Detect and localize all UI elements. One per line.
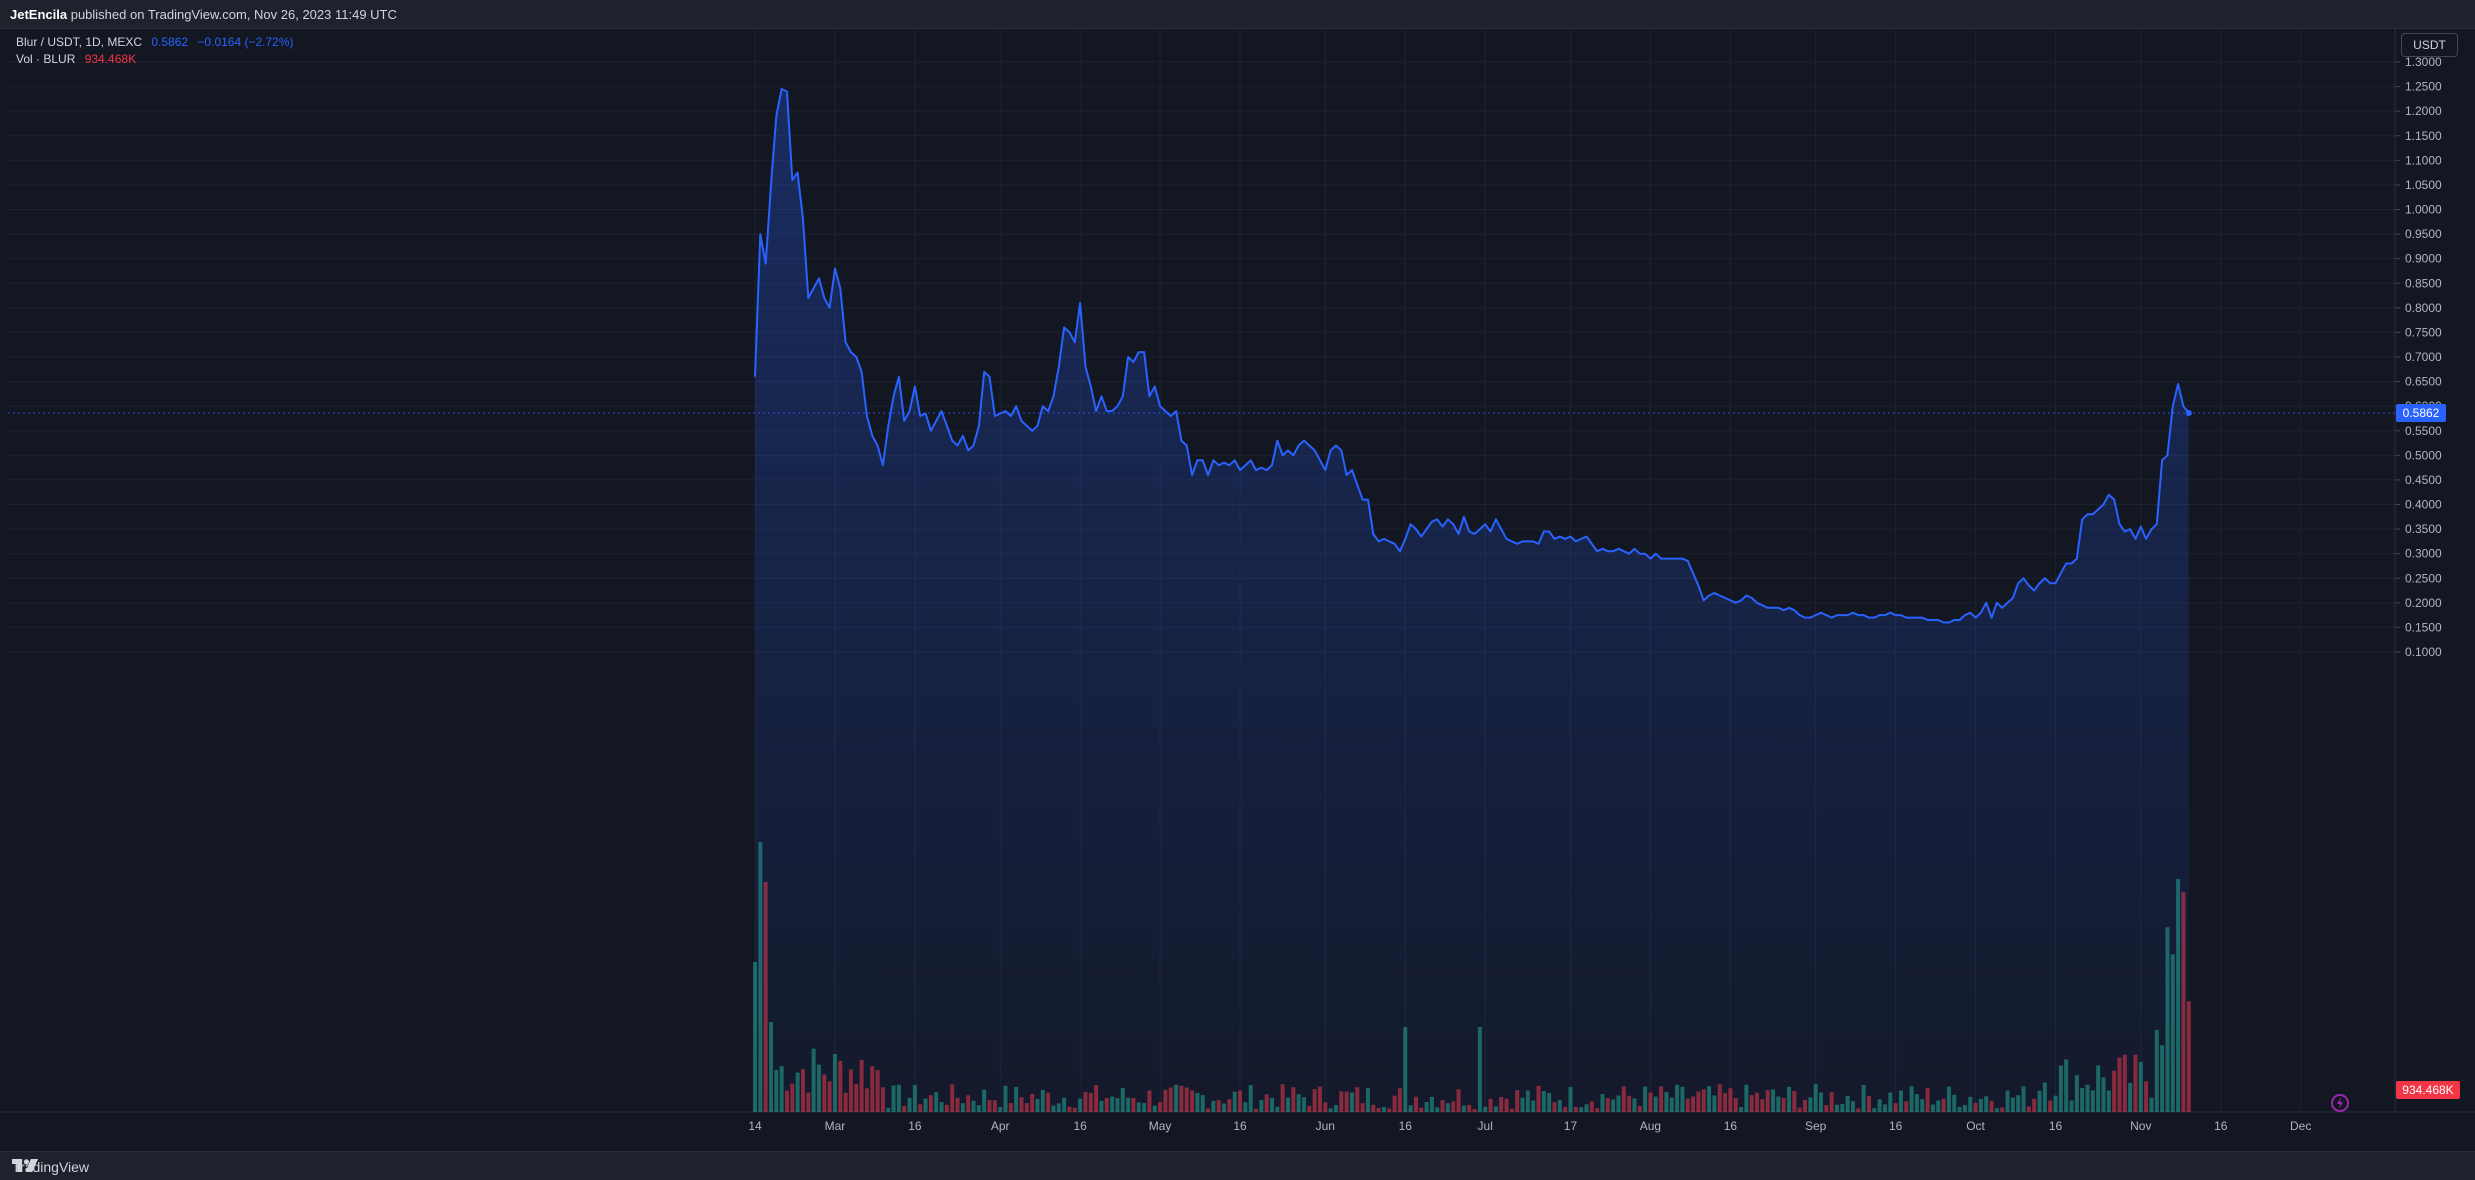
price-chart[interactable]: 1.3000 1.2500 1.2000 1.1500 1.1000 1.0500 1.00… <box>0 29 2475 1151</box>
y-tick-label: 1.2000 <box>2405 104 2442 118</box>
y-tick-label: 0.4000 <box>2405 498 2442 512</box>
x-tick-label: Sep <box>1805 1119 1827 1133</box>
y-tick-label: 1.0500 <box>2405 178 2442 192</box>
x-tick-label: Mar <box>825 1119 846 1133</box>
legend-volume-row[interactable]: Vol · BLUR 934.468K <box>16 51 294 68</box>
tradingview-brand[interactable]: TradingView <box>12 1159 89 1175</box>
legend-change: −0.0164 (−2.72%) <box>197 35 294 49</box>
chart-area[interactable]: 1.3000 1.2500 1.2000 1.1500 1.1000 1.0500 1.00… <box>0 29 2475 1151</box>
author-name[interactable]: JetEncila <box>10 7 68 22</box>
x-tick-label: Jun <box>1316 1119 1335 1133</box>
y-tick-label: 0.8500 <box>2405 276 2442 290</box>
y-tick-label: 0.2000 <box>2405 596 2442 610</box>
x-tick-label: 16 <box>1889 1119 1903 1133</box>
y-tick-label: 0.8000 <box>2405 301 2442 315</box>
y-tick-label: 0.4500 <box>2405 473 2442 487</box>
publish-text: published on TradingView.com, Nov 26, 20… <box>70 7 397 22</box>
y-tick-label: 1.3000 <box>2405 55 2442 69</box>
x-tick-label: 16 <box>1233 1119 1247 1133</box>
x-tick-label: 16 <box>1073 1119 1087 1133</box>
currency-button[interactable]: USDT <box>2401 33 2458 57</box>
price-line[interactable] <box>754 88 2190 624</box>
y-tick-label: 1.2500 <box>2405 80 2442 94</box>
y-tick-label: 1.1500 <box>2405 129 2442 143</box>
x-tick-label: Apr <box>991 1119 1010 1133</box>
legend-symbol: Blur / USDT, 1D, MEXC <box>16 35 143 49</box>
x-tick-label: 16 <box>2049 1119 2063 1133</box>
footer: TradingView <box>0 1151 2475 1180</box>
volume-badge: 934.468K <box>2402 1083 2453 1097</box>
y-tick-label: 0.3500 <box>2405 522 2442 536</box>
price-badge: 0.5862 <box>2403 406 2440 420</box>
y-tick-label: 0.1500 <box>2405 620 2442 634</box>
y-tick-label: 0.7500 <box>2405 325 2442 339</box>
y-tick-label: 0.5000 <box>2405 448 2442 462</box>
publish-header: JetEncila published on TradingView.com, … <box>0 0 2475 29</box>
x-tick-label: 16 <box>1724 1119 1738 1133</box>
x-tick-label: 16 <box>2214 1119 2228 1133</box>
x-tick-label: 16 <box>1399 1119 1413 1133</box>
legend-symbol-row[interactable]: Blur / USDT, 1D, MEXC 0.5862 −0.0164 (−2… <box>16 34 294 51</box>
x-tick-label: Aug <box>1640 1119 1661 1133</box>
y-tick-label: 0.9000 <box>2405 252 2442 266</box>
chart-legend: Blur / USDT, 1D, MEXC 0.5862 −0.0164 (−2… <box>16 34 294 68</box>
y-tick-label: 1.1000 <box>2405 153 2442 167</box>
volume-badge-bg <box>2396 1081 2460 1099</box>
lightning-glyph-icon <box>2337 1097 2343 1109</box>
price-badge-bg <box>2396 403 2446 422</box>
publish-info: JetEncila published on TradingView.com, … <box>10 7 397 22</box>
y-tick-label: 0.1000 <box>2405 645 2442 659</box>
y-tick-label: 0.7000 <box>2405 350 2442 364</box>
y-tick-label: 0.6500 <box>2405 375 2442 389</box>
y-tick-label: 0.2500 <box>2405 571 2442 585</box>
y-tick-label: 0.9500 <box>2405 227 2442 241</box>
x-tick-label: Jul <box>1478 1119 1493 1133</box>
legend-volume-value: 934.468K <box>84 52 137 66</box>
x-tick-label: Oct <box>1966 1119 1985 1133</box>
legend-last-value: 0.5862 <box>151 35 189 49</box>
price-area-fill <box>755 89 2189 1112</box>
last-price-dot <box>2185 409 2192 416</box>
tradingview-logo-icon <box>12 1159 38 1172</box>
x-tick-label: Dec <box>2290 1119 2311 1133</box>
y-tick-label: 0.5500 <box>2405 424 2442 438</box>
y-tick-label: 1.0000 <box>2405 203 2442 217</box>
x-tick-label: May <box>1149 1119 1172 1133</box>
x-tick-label: 17 <box>1564 1119 1578 1133</box>
x-tick-label: 16 <box>908 1119 922 1133</box>
legend-volume-label: Vol · BLUR <box>16 52 76 66</box>
x-tick-label: Nov <box>2130 1119 2151 1133</box>
y-tick-label: 0.3000 <box>2405 547 2442 561</box>
x-tick-label: 14 <box>748 1119 762 1133</box>
alert-lightning-icon[interactable] <box>2331 1094 2349 1112</box>
